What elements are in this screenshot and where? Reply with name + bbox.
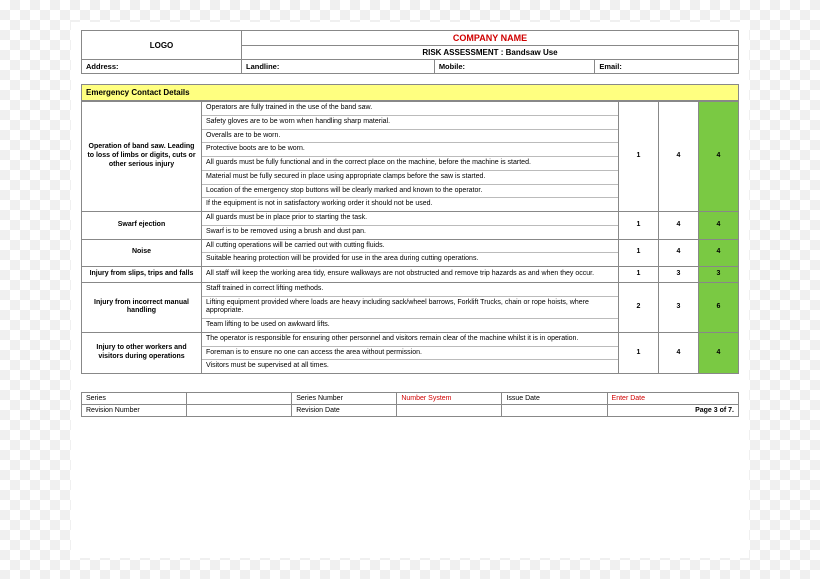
mobile-label: Mobile:	[434, 60, 595, 74]
control-line: Protective boots are to be worn.	[202, 143, 618, 157]
risk-row: Operation of band saw. Leading to loss o…	[82, 102, 739, 212]
footer-revision-date: Revision Date	[292, 405, 397, 417]
rating-a: 1	[619, 267, 659, 283]
rating-b: 3	[659, 267, 699, 283]
control-line: Swarf is to be removed using a brush and…	[202, 226, 618, 239]
rating-c: 4	[699, 332, 739, 373]
control-line: Suitable hearing protection will be prov…	[202, 253, 618, 266]
hazard-cell: Injury from incorrect manual handling	[82, 282, 202, 332]
rating-a: 2	[619, 282, 659, 332]
logo-cell: LOGO	[82, 31, 242, 60]
control-line: The operator is responsible for ensuring…	[202, 333, 618, 347]
controls-cell: All cutting operations will be carried o…	[202, 239, 619, 267]
control-line: Operators are fully trained in the use o…	[202, 102, 618, 116]
risk-row: NoiseAll cutting operations will be carr…	[82, 239, 739, 267]
rating-c: 6	[699, 282, 739, 332]
rating-a: 1	[619, 332, 659, 373]
controls-cell: Staff trained in correct lifting methods…	[202, 282, 619, 332]
control-line: Staff trained in correct lifting methods…	[202, 283, 618, 297]
footer-series: Series	[82, 393, 187, 405]
footer-number-system: Number System	[397, 393, 502, 405]
company-name: COMPANY NAME	[242, 31, 739, 46]
rating-a: 1	[619, 102, 659, 212]
control-line: Foreman is to ensure no one can access t…	[202, 347, 618, 361]
document-page: LOGO COMPANY NAME RISK ASSESSMENT : Band…	[71, 22, 749, 558]
control-line: Safety gloves are to be worn when handli…	[202, 116, 618, 130]
control-line: Location of the emergency stop buttons w…	[202, 185, 618, 199]
controls-cell: The operator is responsible for ensuring…	[202, 332, 619, 373]
rating-a: 1	[619, 212, 659, 240]
control-line: If the equipment is not in satisfactory …	[202, 198, 618, 211]
rating-a: 1	[619, 239, 659, 267]
control-line: Material must be fully secured in place …	[202, 171, 618, 185]
footer-enter-date: Enter Date	[607, 393, 738, 405]
control-line: Team lifting to be used on awkward lifts…	[202, 319, 618, 332]
rating-b: 4	[659, 239, 699, 267]
controls-cell: Operators are fully trained in the use o…	[202, 102, 619, 212]
control-line: All staff will keep the working area tid…	[202, 268, 618, 281]
footer-series-number: Series Number	[292, 393, 397, 405]
hazard-cell: Injury from slips, trips and falls	[82, 267, 202, 283]
footer-table: Series Series Number Number System Issue…	[81, 392, 739, 417]
risk-row: Injury to other workers and visitors dur…	[82, 332, 739, 373]
control-line: All guards must be fully functional and …	[202, 157, 618, 171]
control-line: All guards must be in place prior to sta…	[202, 212, 618, 226]
doc-subtitle: RISK ASSESSMENT : Bandsaw Use	[242, 46, 739, 60]
rating-b: 4	[659, 102, 699, 212]
footer-issue-date: Issue Date	[502, 393, 607, 405]
header-table: LOGO COMPANY NAME RISK ASSESSMENT : Band…	[81, 30, 739, 74]
risk-table: Operation of band saw. Leading to loss o…	[81, 101, 739, 374]
email-label: Email:	[595, 60, 739, 74]
rating-c: 4	[699, 102, 739, 212]
hazard-cell: Operation of band saw. Leading to loss o…	[82, 102, 202, 212]
rating-c: 4	[699, 212, 739, 240]
control-line: Overalls are to be worn.	[202, 130, 618, 144]
rating-b: 4	[659, 332, 699, 373]
hazard-cell: Noise	[82, 239, 202, 267]
hazard-cell: Injury to other workers and visitors dur…	[82, 332, 202, 373]
rating-c: 4	[699, 239, 739, 267]
control-line: Lifting equipment provided where loads a…	[202, 297, 618, 320]
risk-row: Swarf ejectionAll guards must be in plac…	[82, 212, 739, 240]
risk-row: Injury from incorrect manual handlingSta…	[82, 282, 739, 332]
rating-b: 4	[659, 212, 699, 240]
footer-page: Page 3 of 7.	[607, 405, 738, 417]
emergency-header-table: Emergency Contact Details	[81, 84, 739, 101]
controls-cell: All staff will keep the working area tid…	[202, 267, 619, 283]
control-line: All cutting operations will be carried o…	[202, 240, 618, 254]
control-line: Visitors must be supervised at all times…	[202, 360, 618, 373]
rating-b: 3	[659, 282, 699, 332]
hazard-cell: Swarf ejection	[82, 212, 202, 240]
rating-c: 3	[699, 267, 739, 283]
risk-row: Injury from slips, trips and fallsAll st…	[82, 267, 739, 283]
footer-revision-number: Revision Number	[82, 405, 187, 417]
emergency-header: Emergency Contact Details	[82, 85, 739, 101]
controls-cell: All guards must be in place prior to sta…	[202, 212, 619, 240]
address-label: Address:	[82, 60, 242, 74]
landline-label: Landline:	[242, 60, 435, 74]
